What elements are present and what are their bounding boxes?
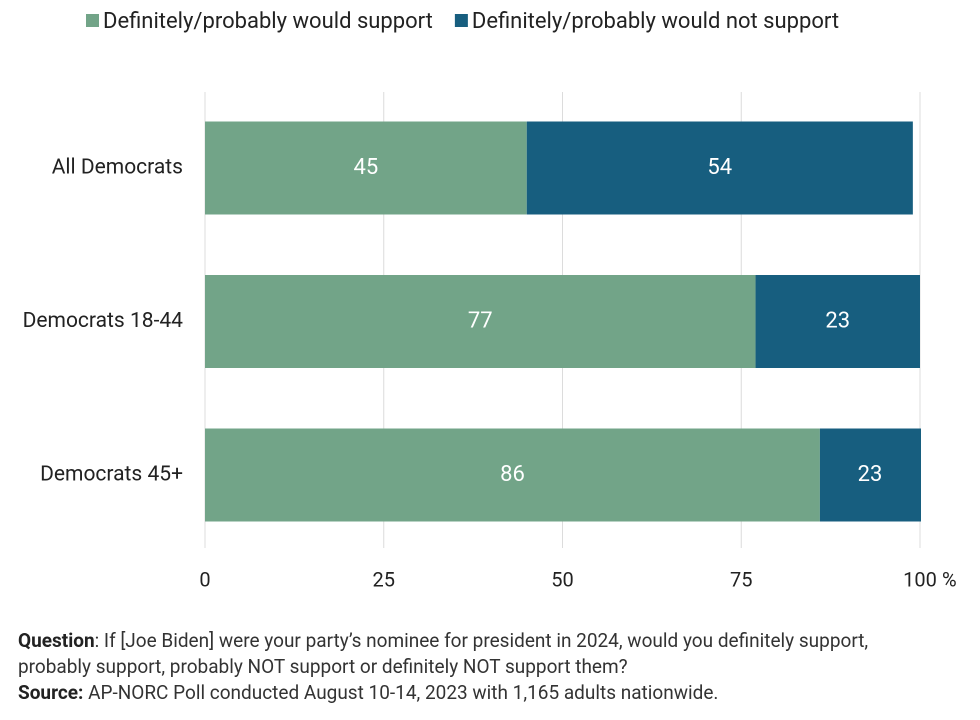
x-tick-label: 100 xyxy=(903,567,937,591)
y-tick-label: Democrats 18-44 xyxy=(23,309,184,333)
chart: 0 25 50 75 100 % All Democrats 45 54 Democrats 18… xyxy=(23,9,957,591)
bar-segment xyxy=(205,275,756,368)
data-label: 54 xyxy=(707,155,732,180)
bar-segment xyxy=(205,121,527,215)
bar-segment xyxy=(755,275,920,368)
note: Source: AP-NORC Poll conducted August 10… xyxy=(18,680,938,706)
note: Question: If [Joe Biden] were your party… xyxy=(18,628,938,680)
data-label: 23 xyxy=(825,308,850,333)
note-text: : If [Joe Biden] were your party’s nomin… xyxy=(18,629,869,678)
legend-label: Definitely/probably would support xyxy=(103,9,433,34)
legend-label: Definitely/probably would not support xyxy=(472,9,839,34)
x-tick-label: 25 xyxy=(373,567,395,591)
data-label: 77 xyxy=(468,308,493,333)
x-tick-label: 0 xyxy=(199,567,210,591)
x-unit: % xyxy=(942,567,957,591)
note-text: AP-NORC Poll conducted August 10-14, 202… xyxy=(83,681,719,704)
bar-segment xyxy=(526,121,913,215)
y-tick-label: All Democrats xyxy=(52,156,183,180)
notes: Question: If [Joe Biden] were your party… xyxy=(18,628,938,706)
legend-swatch xyxy=(454,14,468,27)
data-label: 86 xyxy=(500,462,525,487)
data-label: 23 xyxy=(858,462,883,487)
note-label: Source: xyxy=(18,681,84,704)
note-label: Question xyxy=(18,629,95,652)
bar-segment xyxy=(819,428,921,522)
legend-swatch xyxy=(86,14,99,27)
x-tick-label: 50 xyxy=(551,567,573,591)
y-tick-label: Democrats 45+ xyxy=(40,463,183,487)
data-label: 45 xyxy=(354,155,379,180)
x-tick-label: 75 xyxy=(730,567,752,591)
bar-segment xyxy=(205,428,820,522)
